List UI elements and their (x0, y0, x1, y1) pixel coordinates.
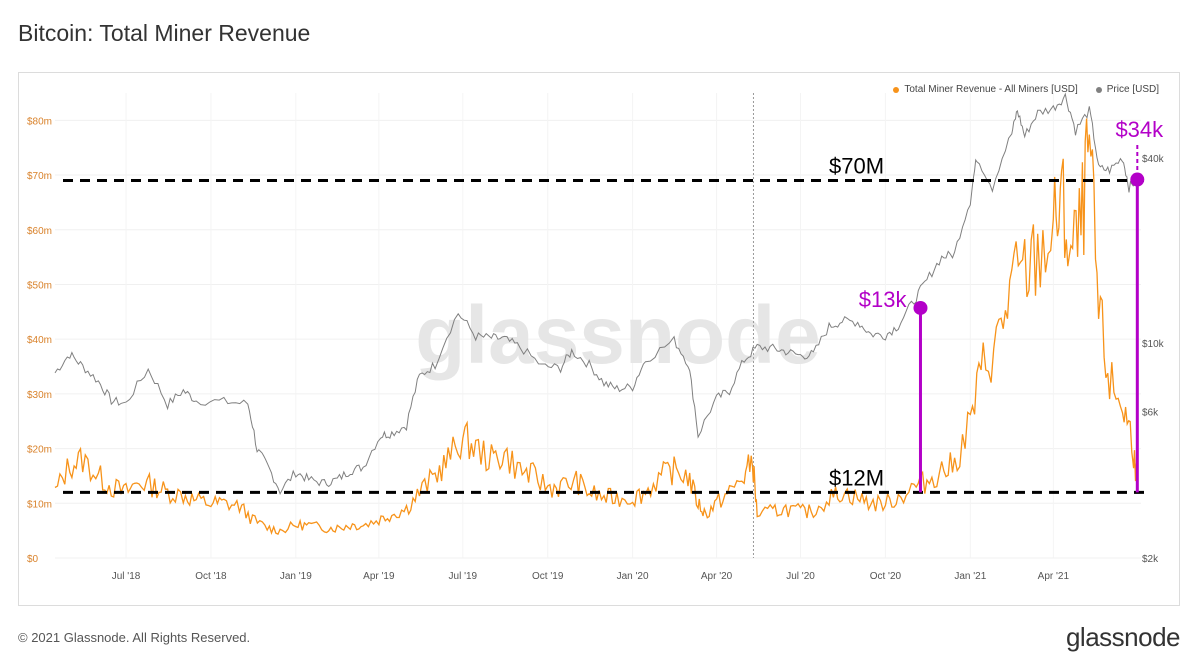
x-tick-label: Jul '19 (449, 571, 478, 582)
legend-revenue-label: Total Miner Revenue - All Miners [USD] (904, 84, 1078, 95)
y-left-tick-label: $50m (27, 280, 52, 291)
x-tick-label: Jul '20 (786, 571, 815, 582)
x-tick-label: Jan '19 (280, 571, 312, 582)
x-tick-label: Apr '21 (1038, 571, 1070, 582)
legend-price-dot (1095, 86, 1102, 93)
legend-item-price[interactable]: Price [USD] (1095, 84, 1159, 95)
reference-line-label: $12M (829, 465, 884, 490)
page-title: Bitcoin: Total Miner Revenue (18, 20, 311, 46)
legend-price-label: Price [USD] (1106, 84, 1159, 95)
revenue-line (54, 118, 1138, 536)
legend-revenue-dot (893, 86, 900, 93)
y-right-tick-label: $40k (1142, 154, 1165, 165)
chart-legend: Total Miner Revenue - All Miners [USD] P… (893, 84, 1159, 95)
y-right-tick-label: $6k (1142, 407, 1159, 418)
chart-panel: Total Miner Revenue - All Miners [USD] P… (18, 72, 1180, 606)
y-left-tick-label: $60m (27, 226, 52, 237)
x-tick-label: Oct '18 (195, 571, 227, 582)
y-right-tick-label: $10k (1142, 339, 1165, 350)
x-tick-label: Oct '20 (870, 571, 902, 582)
price-marker-label: $34k (1115, 117, 1164, 142)
miner-revenue-chart[interactable]: $0 $10m $20m $30m $40m $50m $60m $70m $80m $2k $6k… (19, 73, 1179, 605)
price-marker-label: $13k (859, 287, 908, 312)
y-left-tick-label: $70m (27, 171, 52, 182)
watermark: glassnode (415, 290, 821, 381)
x-tick-label: Oct '19 (532, 571, 564, 582)
y-left-tick-label: $20m (27, 445, 52, 456)
y-left-tick-label: $80m (27, 116, 52, 127)
price-marker-dot (1130, 172, 1145, 187)
x-tick-label: Jan '20 (617, 571, 649, 582)
x-tick-label: Apr '19 (363, 571, 395, 582)
y-left-tick-label: $10m (27, 499, 52, 510)
copyright-footer: © 2021 Glassnode. All Rights Reserved. (18, 630, 251, 645)
legend-item-revenue[interactable]: Total Miner Revenue - All Miners [USD] (893, 84, 1078, 95)
y-right-tick-label: $2k (1142, 554, 1159, 565)
y-left-tick-label: $30m (27, 390, 52, 401)
y-left-tick-label: $40m (27, 335, 52, 346)
price-marker-dot (913, 300, 928, 315)
glassnode-logo: glassnode (1065, 622, 1181, 652)
x-tick-label: Jul '18 (112, 571, 141, 582)
reference-line-label: $70M (829, 154, 884, 179)
y-left-tick-label: $0 (27, 554, 39, 565)
price-line (54, 92, 1138, 496)
x-tick-label: Jan '21 (954, 571, 986, 582)
x-tick-label: Apr '20 (701, 571, 733, 582)
